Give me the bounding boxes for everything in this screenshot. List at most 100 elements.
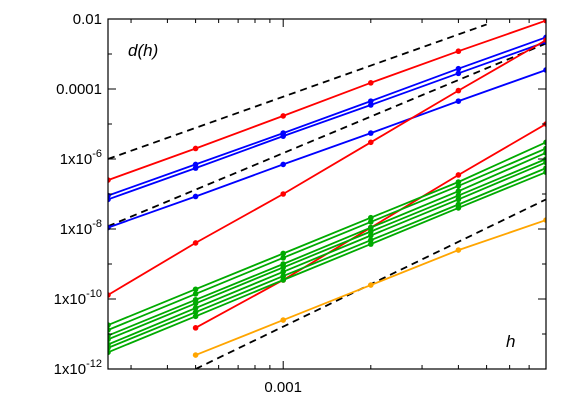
data-point <box>108 345 111 351</box>
data-point <box>543 139 546 146</box>
data-point <box>192 286 199 293</box>
data-point <box>192 313 199 320</box>
data-point <box>455 188 462 195</box>
data-point <box>543 150 546 156</box>
data-point <box>280 191 287 197</box>
series-line <box>108 41 546 201</box>
data-point <box>368 80 374 86</box>
data-point <box>455 65 462 72</box>
data-point <box>192 325 199 331</box>
data-point <box>192 300 199 307</box>
axes: 0.01 0.0001 1x10-6 1x10-8 1x10-10 1x10-12 0.00… <box>54 11 547 396</box>
series-9 <box>108 145 546 333</box>
data-point <box>108 322 111 328</box>
y-tick-label: 1x10-6 <box>60 148 102 168</box>
data-point <box>280 317 287 323</box>
data-point <box>455 172 462 178</box>
data-point <box>543 37 546 43</box>
data-point <box>455 70 462 77</box>
data-point <box>368 282 374 288</box>
x-axis-label: h <box>506 332 515 351</box>
data-point <box>543 217 546 223</box>
series-line <box>108 158 546 341</box>
data-point <box>108 196 111 203</box>
series-7 <box>192 217 546 358</box>
series-14 <box>108 169 546 356</box>
data-point <box>192 305 199 311</box>
data-point <box>368 214 374 221</box>
series-line <box>108 141 546 326</box>
data-point <box>455 48 462 55</box>
series-2 <box>108 34 546 199</box>
data-point <box>280 161 287 168</box>
series-line <box>108 19 546 181</box>
data-point <box>108 336 111 343</box>
series-line <box>108 171 546 354</box>
data-point <box>280 133 287 139</box>
data-point <box>108 327 111 333</box>
series-line <box>108 161 546 346</box>
y-tick-label: 0.01 <box>73 11 102 28</box>
series-8 <box>108 139 546 328</box>
data-point <box>543 145 546 152</box>
data-point <box>368 241 374 247</box>
series-line <box>108 69 546 229</box>
data-point <box>280 277 287 283</box>
data-point <box>192 193 199 200</box>
series-1 <box>108 19 546 183</box>
data-point <box>368 102 374 108</box>
data-point <box>192 145 199 152</box>
series-layer <box>108 19 546 358</box>
series-10 <box>108 150 546 339</box>
data-point <box>280 255 287 261</box>
data-point <box>543 169 546 175</box>
series-line <box>108 167 546 349</box>
y-tick-label: 1x10-12 <box>54 358 102 378</box>
series-line <box>108 36 546 197</box>
x-tick-label: 0.001 <box>264 379 302 396</box>
data-point <box>455 196 462 203</box>
data-point <box>455 87 462 94</box>
data-point <box>192 291 199 297</box>
data-point <box>455 98 462 104</box>
data-point <box>280 250 287 257</box>
data-point <box>368 224 374 231</box>
data-point <box>280 268 287 275</box>
y-tick-label: 1x10-8 <box>60 218 102 238</box>
data-point <box>108 292 111 298</box>
series-12 <box>108 159 546 348</box>
reference-line-1 <box>108 23 487 160</box>
data-point <box>108 177 111 183</box>
data-point <box>368 130 374 136</box>
series-5 <box>108 37 546 298</box>
data-point <box>368 139 374 146</box>
data-point <box>192 165 199 171</box>
series-line <box>108 147 546 331</box>
y-tick-label: 0.0001 <box>56 81 102 98</box>
data-point <box>455 247 462 253</box>
data-point <box>280 264 287 271</box>
data-point <box>368 232 374 239</box>
data-point <box>192 352 199 358</box>
series-line <box>108 151 546 337</box>
y-tick-label: 1x10-10 <box>54 288 102 308</box>
data-point <box>280 113 287 119</box>
data-point <box>368 219 374 225</box>
data-point <box>543 67 546 73</box>
data-point <box>455 183 462 189</box>
data-point <box>192 240 199 246</box>
data-point <box>543 159 546 166</box>
data-point <box>368 237 374 243</box>
data-point <box>455 205 462 211</box>
data-point <box>543 19 546 24</box>
series-4 <box>108 67 546 231</box>
data-point <box>368 228 374 235</box>
labels: d(h) h <box>128 41 515 351</box>
y-axis-label: d(h) <box>128 41 158 60</box>
data-point <box>192 309 199 315</box>
series-3 <box>108 39 546 203</box>
series-11 <box>108 156 546 343</box>
data-point <box>455 179 462 185</box>
data-point <box>108 349 111 356</box>
